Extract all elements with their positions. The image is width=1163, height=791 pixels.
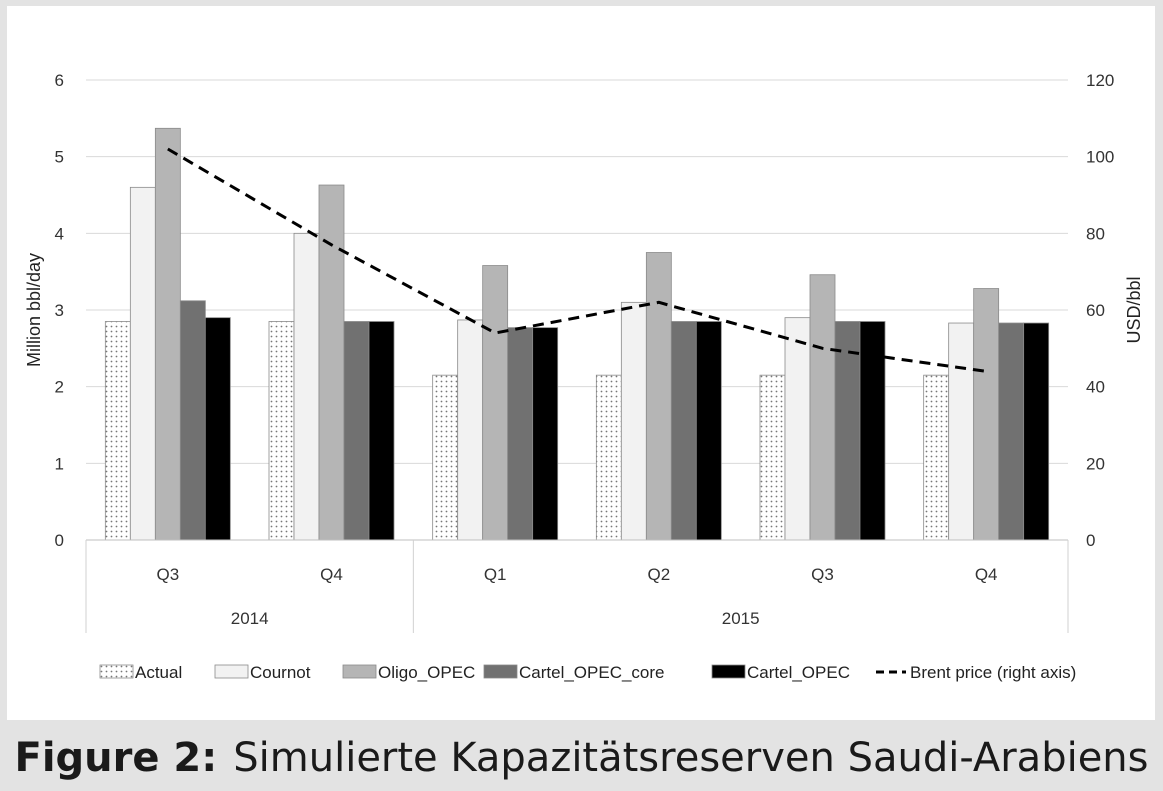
- bar-cournot: [620, 301, 647, 541]
- legend-label: Cartel_OPEC_core: [519, 663, 665, 682]
- figure-label: Figure 2:: [14, 734, 218, 781]
- bar-cartel-opec-core: [179, 300, 206, 541]
- y-tick-label: 2: [55, 378, 64, 397]
- bar-oligo-opec: [154, 127, 181, 541]
- legend-label: Oligo_OPEC: [378, 663, 475, 682]
- bar-cournot: [948, 322, 975, 541]
- y2-tick-label: 100: [1086, 148, 1114, 167]
- y2-tick-label: 40: [1086, 378, 1105, 397]
- bar-cartel-opec: [532, 327, 559, 541]
- legend-swatch: [99, 664, 134, 679]
- bar-actual: [595, 374, 622, 541]
- bar-cartel-opec-core: [670, 321, 697, 541]
- bar-actual: [104, 321, 131, 541]
- bar-actual: [432, 374, 459, 541]
- legend-label: Actual: [135, 663, 182, 682]
- y-tick-label: 6: [55, 71, 64, 90]
- x-tick-label: Q3: [156, 565, 179, 584]
- legend-swatch: [342, 664, 377, 679]
- bar-actual: [268, 321, 295, 541]
- bar-cartel-opec-core: [343, 321, 370, 541]
- bar-oligo-opec: [973, 288, 1000, 541]
- bar-cartel-opec-core: [998, 322, 1025, 541]
- y2-tick-label: 60: [1086, 301, 1105, 320]
- bar-cartel-opec-core: [507, 327, 534, 541]
- bar-oligo-opec: [482, 265, 509, 541]
- bar-cournot: [293, 232, 320, 541]
- x-tick-label: Q3: [811, 565, 834, 584]
- legend-label: Cartel_OPEC: [747, 663, 850, 682]
- y-tick-label: 5: [55, 148, 64, 167]
- y2-tick-label: 0: [1086, 531, 1095, 550]
- x-group-label: 2015: [722, 609, 760, 628]
- figure-title: Simulierte Kapazitätsreserven Saudi-Arab…: [233, 734, 1149, 781]
- legend-swatch: [711, 664, 746, 679]
- bar-oligo-opec: [645, 252, 672, 541]
- y-tick-label: 4: [55, 224, 64, 243]
- y2-tick-label: 80: [1086, 224, 1105, 243]
- legend-label: Brent price (right axis): [910, 663, 1076, 682]
- x-tick-label: Q1: [484, 565, 507, 584]
- x-tick-label: Q4: [320, 565, 343, 584]
- x-tick-label: Q2: [647, 565, 670, 584]
- legend-swatch: [483, 664, 518, 679]
- brent-price-line: [167, 147, 987, 373]
- y-axis-label: Million bbl/day: [24, 253, 44, 367]
- legend-swatch: [214, 664, 249, 679]
- y-tick-label: 0: [55, 531, 64, 550]
- y2-tick-label: 120: [1086, 71, 1114, 90]
- bar-actual: [923, 374, 950, 541]
- x-tick-label: Q4: [975, 565, 998, 584]
- bar-cartel-opec: [1023, 322, 1050, 541]
- bar-cartel-opec: [368, 321, 395, 541]
- y2-axis-label: USD/bbl: [1124, 276, 1144, 343]
- y-tick-label: 3: [55, 301, 64, 320]
- bar-cartel-opec: [204, 317, 231, 541]
- bar-cournot: [457, 319, 484, 541]
- bar-cournot: [129, 186, 156, 541]
- bar-actual: [759, 374, 786, 541]
- y2-tick-label: 20: [1086, 454, 1105, 473]
- legend-label: Cournot: [250, 663, 311, 682]
- x-group-label: 2014: [231, 609, 269, 628]
- bar-oligo-opec: [809, 274, 836, 541]
- bar-oligo-opec: [318, 184, 345, 541]
- y-tick-label: 1: [55, 454, 64, 473]
- bar-cartel-opec: [695, 321, 722, 541]
- figure-caption: Figure 2: Simulierte Kapazitätsreserven …: [0, 724, 1163, 791]
- bar-cournot: [784, 317, 811, 541]
